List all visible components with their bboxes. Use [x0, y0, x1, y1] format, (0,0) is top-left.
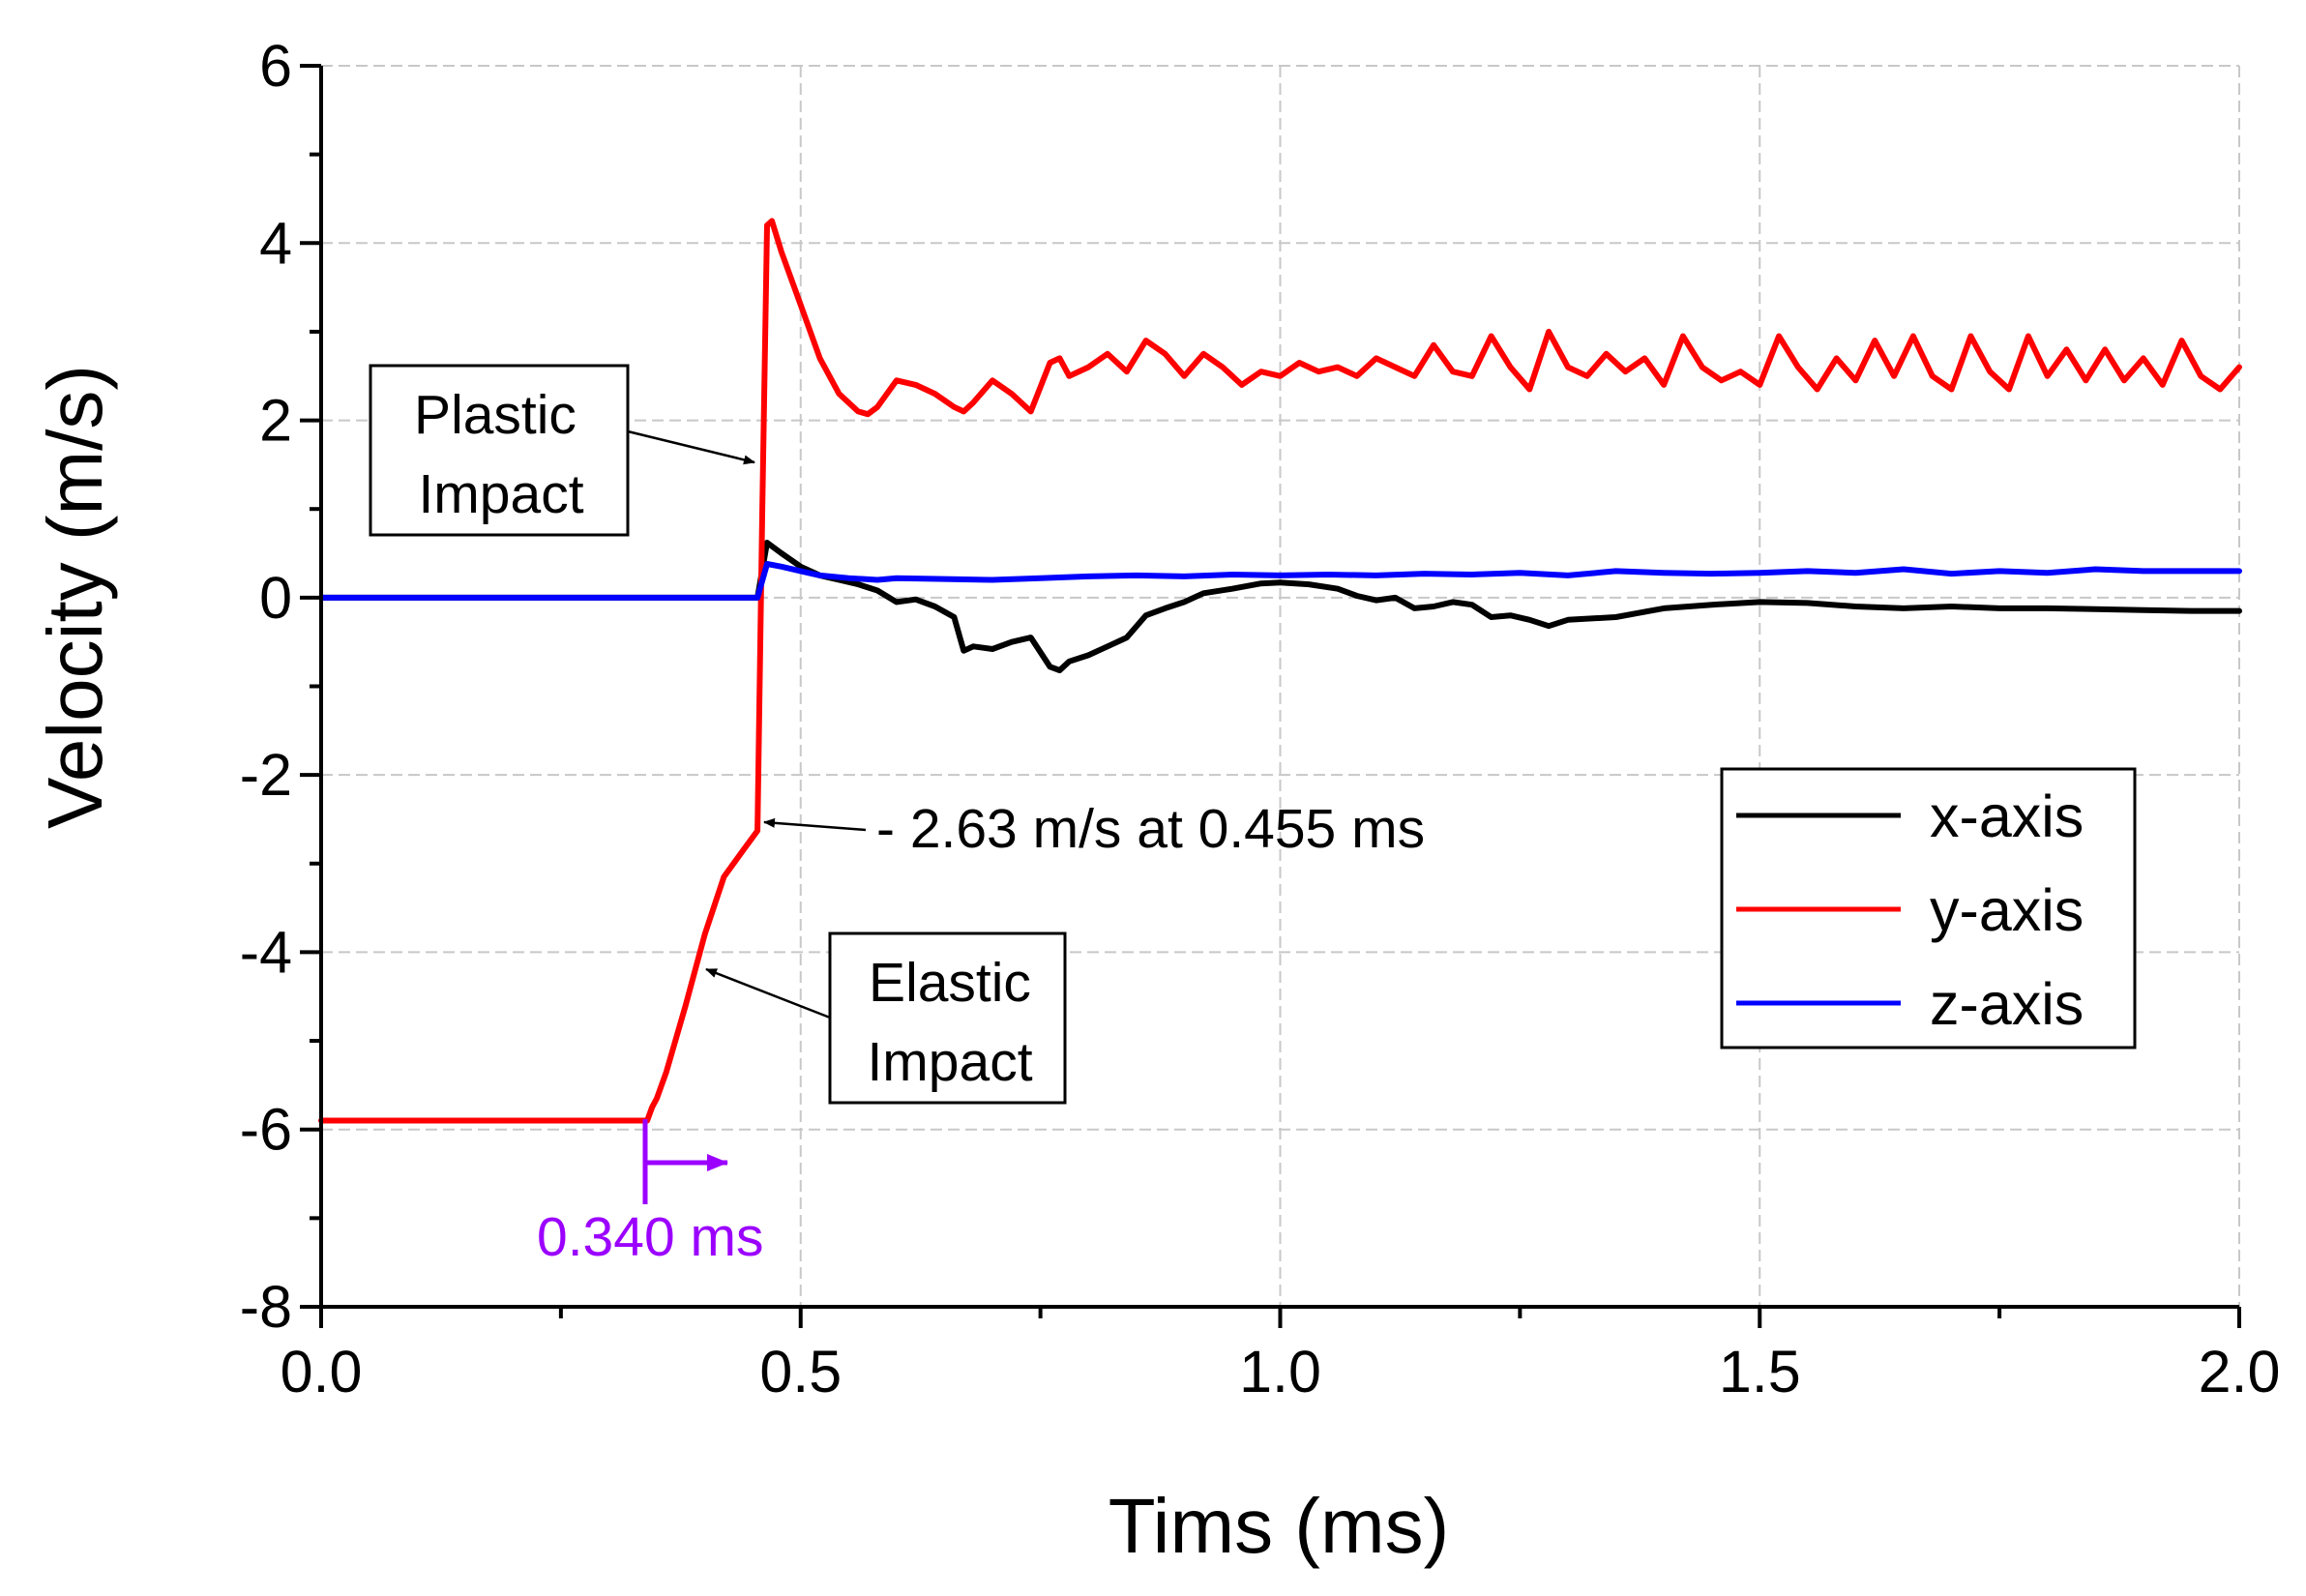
plastic-impact-line2: Impact — [418, 463, 583, 525]
legend: x-axis y-axis z-axis — [1720, 767, 2137, 1049]
y-tick-label-2: -4 — [240, 919, 292, 985]
x-tick-label-1: 0.5 — [759, 1339, 842, 1404]
x-tick-label-0: 0.0 — [281, 1339, 363, 1404]
y-axis-title: Velocity (m/s) — [32, 365, 118, 829]
legend-label-y-axis: y-axis — [1930, 877, 2084, 943]
legend-label-x-axis: x-axis — [1930, 783, 2084, 849]
series-line-z-axis — [318, 561, 2242, 601]
plastic-impact-annotation: Plastic Impact — [369, 364, 755, 537]
y-tick-label-4: 0 — [259, 565, 292, 631]
elastic-impact-line2: Impact — [867, 1031, 1032, 1093]
y-tick-label-5: 2 — [259, 388, 292, 454]
series-layer — [318, 218, 2242, 1124]
onset-time-label: 0.340 ms — [537, 1206, 763, 1268]
peak-velocity-annotation: - 2.63 m/s at 0.455 ms — [763, 798, 1425, 860]
plastic-impact-box — [369, 364, 630, 537]
series-line-x-axis — [318, 540, 2242, 673]
grid-lines — [321, 65, 2240, 1307]
elastic-impact-arrow — [705, 967, 831, 1020]
y-tick-label-7: 6 — [259, 33, 292, 99]
y-tick-label-0: -8 — [240, 1274, 292, 1340]
elastic-impact-annotation: Elastic Impact — [705, 931, 1067, 1105]
elastic-impact-line1: Elastic — [869, 952, 1031, 1014]
peak-velocity-arrow — [763, 817, 867, 832]
legend-label-z-axis: z-axis — [1930, 971, 2084, 1037]
x-tick-label-2: 1.0 — [1239, 1339, 1321, 1404]
axes: 0.0 0.5 1.0 1.5 2.0 -8 -6 -4 -2 0 2 4 6 — [240, 33, 2281, 1404]
series-line-y-axis — [318, 218, 2242, 1124]
plastic-impact-line1: Plastic — [414, 384, 576, 446]
y-tick-label-1: -6 — [240, 1097, 292, 1163]
x-axis-title: Tims (ms) — [1109, 1483, 1449, 1569]
plastic-impact-arrow — [627, 429, 755, 465]
y-tick-label-3: -2 — [240, 742, 292, 808]
x-tick-label-4: 2.0 — [2199, 1339, 2281, 1404]
peak-velocity-label: - 2.63 m/s at 0.455 ms — [876, 798, 1425, 860]
onset-time-annotation: 0.340 ms — [537, 1119, 763, 1268]
x-tick-label-3: 1.5 — [1719, 1339, 1801, 1404]
y-tick-label-6: 4 — [259, 210, 292, 276]
elastic-impact-box — [828, 931, 1067, 1105]
